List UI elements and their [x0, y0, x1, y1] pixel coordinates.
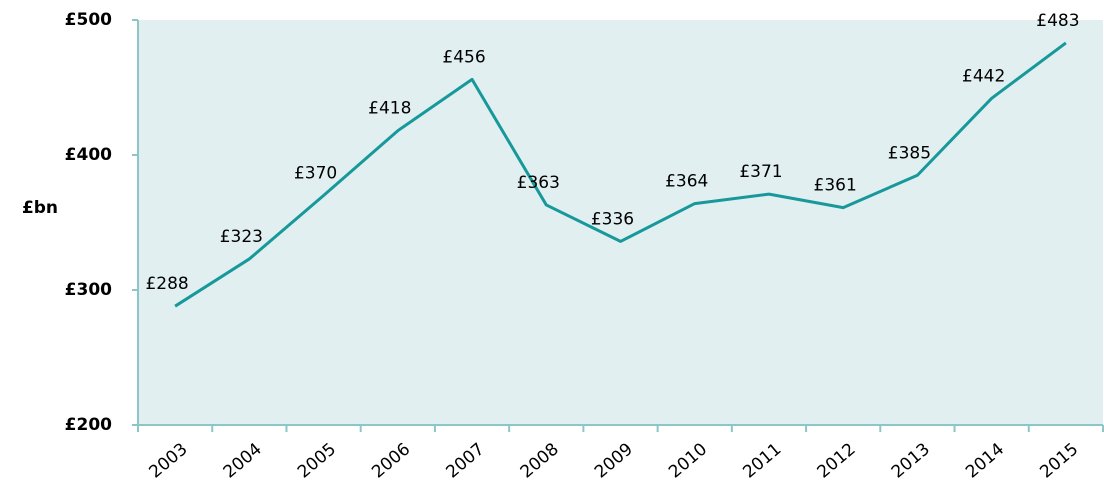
data-label: £456 [442, 47, 485, 67]
y-tick-label: £400 [65, 145, 112, 165]
y-tick-label: £500 [65, 10, 112, 30]
plot-area [138, 20, 1103, 425]
x-tick-label: 2007 [442, 439, 488, 482]
y-tick-label: £300 [65, 280, 112, 300]
data-label: £370 [294, 164, 337, 184]
y-tick-label: £200 [65, 415, 112, 435]
line [174, 41, 1067, 308]
x-tick-label: 2003 [146, 439, 192, 482]
data-label: £361 [814, 176, 857, 196]
data-label: £363 [517, 173, 560, 193]
data-label: £385 [888, 143, 931, 163]
x-tick-label: 2008 [517, 439, 563, 482]
data-label: £288 [145, 274, 188, 294]
data-label: £483 [1036, 11, 1079, 31]
data-label: £364 [665, 172, 708, 192]
data-label: £418 [368, 99, 411, 119]
x-tick-label: 2005 [294, 439, 340, 482]
x-tick-label: 2013 [888, 439, 934, 482]
x-tick-label: 2014 [962, 439, 1008, 482]
x-tick-label: 2006 [368, 439, 414, 482]
data-label: £442 [962, 66, 1005, 86]
x-tick-label: 2011 [739, 439, 785, 482]
x-tick-label: 2004 [220, 439, 266, 482]
data-label: £371 [739, 162, 782, 182]
x-tick-label: 2012 [814, 439, 860, 482]
x-tick-label: 2015 [1036, 439, 1082, 482]
y-axis-label: £bn [22, 198, 58, 218]
data-label: £323 [220, 227, 263, 247]
x-tick-label: 2009 [591, 439, 637, 482]
data-label: £336 [591, 209, 634, 229]
x-tick-label: 2010 [665, 439, 711, 482]
